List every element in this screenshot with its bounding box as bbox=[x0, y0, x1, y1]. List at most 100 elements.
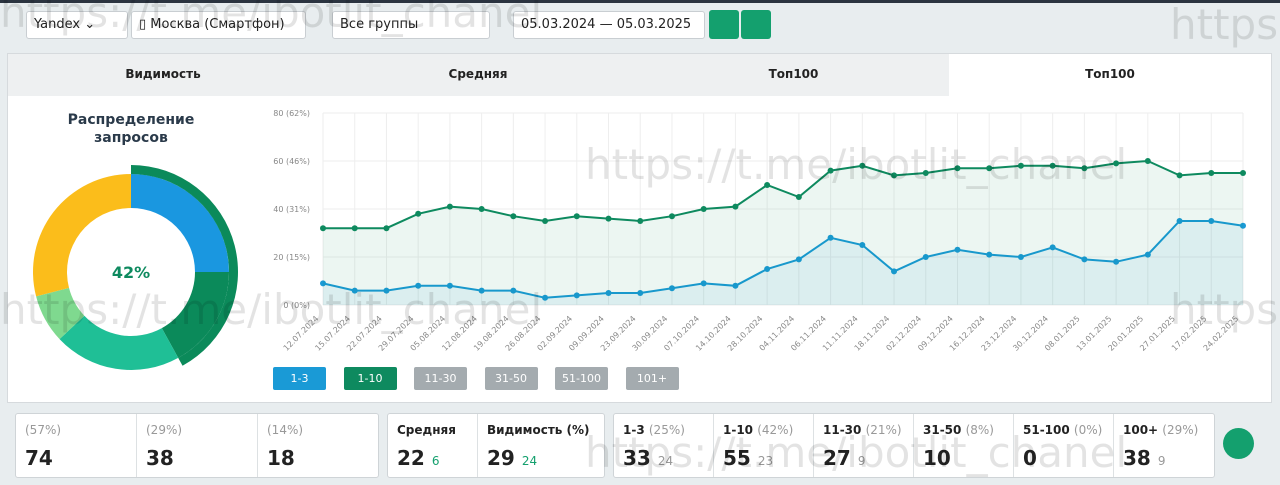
point bbox=[668, 285, 675, 292]
point bbox=[446, 282, 453, 289]
point bbox=[891, 172, 898, 179]
point bbox=[320, 225, 326, 232]
donut-title: Распределение запросов bbox=[67, 112, 195, 146]
delta: 9 bbox=[857, 454, 866, 468]
point bbox=[1081, 165, 1088, 172]
point bbox=[1081, 256, 1088, 263]
point bbox=[1144, 158, 1151, 164]
point bbox=[320, 280, 326, 287]
point bbox=[827, 167, 834, 174]
scroll-top-button[interactable] bbox=[1223, 428, 1254, 459]
y-tick-label: 20 (15%) bbox=[273, 253, 310, 262]
legend-button[interactable]: 1-3 bbox=[273, 367, 326, 390]
point bbox=[764, 182, 771, 188]
stat: 100+ (29%) 38 9 bbox=[1114, 414, 1214, 477]
caption: 11-30 (21%) bbox=[823, 423, 902, 437]
point bbox=[1017, 162, 1024, 169]
point bbox=[478, 287, 485, 294]
point bbox=[510, 287, 517, 294]
label: 1-10 bbox=[723, 423, 754, 437]
value: 22 bbox=[397, 446, 425, 470]
line bbox=[322, 220, 1244, 299]
point bbox=[700, 280, 707, 287]
point bbox=[764, 266, 771, 272]
point bbox=[1113, 258, 1120, 265]
charts: 42% 0 (0%) 20 (15%) 40 (31%) 60 (46%) 80 (62%… bbox=[33, 109, 1246, 370]
engine: Yandex bbox=[34, 17, 81, 32]
caption: 100+ (29%) bbox=[1123, 423, 1198, 437]
legend-button[interactable]: 1-10 bbox=[343, 367, 397, 390]
caption: 51-100 (0%) bbox=[1023, 423, 1102, 437]
label: 31-50 bbox=[923, 423, 962, 437]
legend-button[interactable]: 101+ bbox=[625, 367, 679, 390]
point bbox=[954, 165, 961, 172]
legend-button[interactable]: 31-50 bbox=[484, 367, 538, 390]
point bbox=[732, 282, 739, 289]
point bbox=[700, 206, 707, 212]
value: 74 bbox=[25, 446, 53, 470]
point bbox=[1176, 218, 1183, 224]
point bbox=[542, 218, 549, 224]
donut-segment bbox=[131, 174, 229, 272]
top-strip bbox=[0, 0, 1280, 3]
stat: 11-30 (21%) 27 9 bbox=[814, 414, 914, 477]
point bbox=[1144, 251, 1151, 258]
region-select[interactable]: ▯ Москва (Смартфон) bbox=[131, 11, 306, 39]
donut-outer-ring bbox=[131, 165, 238, 366]
point bbox=[605, 215, 612, 222]
y-tick-label: 40 (31%) bbox=[273, 205, 310, 214]
point bbox=[827, 234, 834, 241]
date-select[interactable]: 05.03.2024 — 05.03.2025 bbox=[513, 11, 705, 39]
donut-segment bbox=[161, 272, 229, 358]
point bbox=[1240, 222, 1246, 229]
region: Москва (Смартфон) bbox=[150, 17, 285, 32]
point bbox=[732, 203, 739, 210]
point bbox=[922, 254, 929, 260]
caption: 31-50 (8%) bbox=[923, 423, 994, 437]
value: 29 bbox=[487, 446, 515, 470]
point bbox=[637, 290, 644, 296]
share: (0%) bbox=[1073, 423, 1103, 437]
value: 38 bbox=[1123, 446, 1151, 470]
tab[interactable]: Топ100 bbox=[768, 67, 819, 81]
settings-button[interactable] bbox=[709, 10, 739, 39]
group: Все группы bbox=[340, 17, 419, 32]
tab[interactable]: Видимость bbox=[125, 67, 201, 81]
legend-button[interactable]: 51-100 bbox=[555, 367, 608, 390]
tab[interactable]: Средняя bbox=[448, 67, 508, 81]
point bbox=[637, 218, 644, 224]
point bbox=[573, 213, 580, 220]
point bbox=[415, 210, 422, 217]
average-box: Средняя 22 6 Видимость (%) 29 24 bbox=[387, 413, 605, 478]
point bbox=[415, 282, 422, 289]
point bbox=[383, 287, 390, 294]
donut-center-label: 42% bbox=[112, 263, 150, 282]
engine-select[interactable]: Yandex ⌄ bbox=[26, 11, 128, 39]
point bbox=[668, 213, 675, 220]
value: 10 bbox=[923, 446, 951, 470]
label: 100+ bbox=[1123, 423, 1159, 437]
legend-button[interactable]: 11-30 bbox=[414, 367, 467, 390]
ranges-box: 1-3 (25%) 33 24 1-10 (42%) 55 23 11-30 (21%)… bbox=[613, 413, 1215, 478]
value-row: 10 bbox=[923, 446, 951, 470]
donut-segment bbox=[33, 174, 132, 297]
share: (57%) bbox=[25, 423, 62, 437]
point bbox=[891, 268, 898, 275]
y-tick-label: 0 (0%) bbox=[283, 301, 310, 310]
group-select[interactable]: Все группы bbox=[332, 11, 490, 39]
export-button[interactable] bbox=[741, 10, 771, 39]
donut-segment bbox=[36, 287, 85, 340]
tab-active[interactable]: Топ100 bbox=[1085, 67, 1135, 81]
stat: 31-50 (8%) 10 bbox=[914, 414, 1014, 477]
value: 38 bbox=[146, 446, 174, 470]
point bbox=[478, 206, 485, 212]
share: (29%) bbox=[1162, 423, 1199, 437]
share: (8%) bbox=[965, 423, 994, 437]
point bbox=[1049, 244, 1056, 251]
point bbox=[542, 294, 549, 301]
delta: 24 bbox=[657, 454, 674, 468]
point bbox=[446, 203, 453, 210]
stat: (57%) 74 bbox=[16, 414, 137, 477]
value-row: 55 23 bbox=[723, 446, 773, 470]
